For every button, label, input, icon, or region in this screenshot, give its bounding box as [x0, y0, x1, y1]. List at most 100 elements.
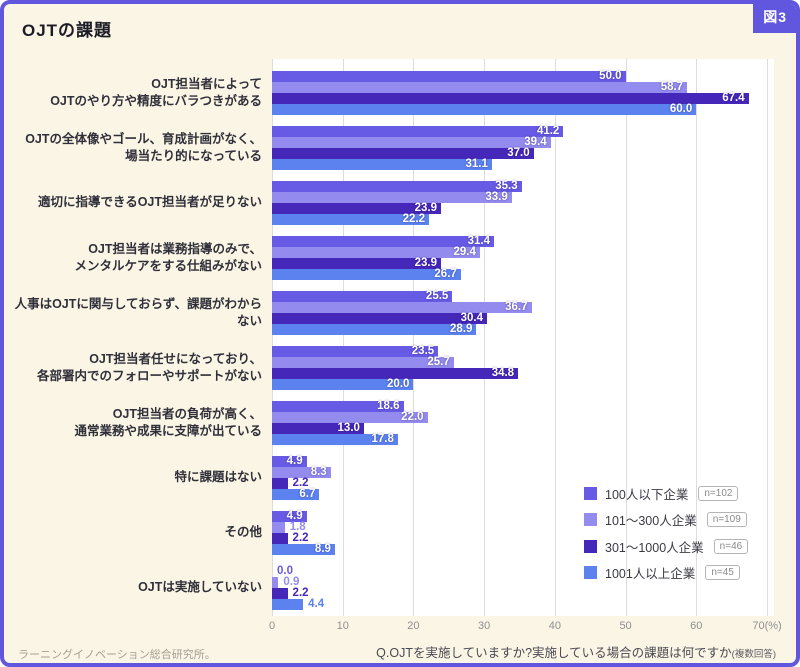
- bar: [272, 148, 534, 159]
- value-label: 8.3: [310, 466, 327, 478]
- legend-n-badge: n=109: [706, 512, 747, 527]
- value-label: 33.9: [485, 191, 508, 203]
- page-title: OJTの課題: [22, 21, 113, 40]
- value-label: 1.8: [289, 521, 306, 533]
- grid-line: [272, 59, 273, 616]
- grid-line: [554, 59, 556, 616]
- bar: [272, 302, 532, 313]
- legend-item: 301〜1000人企業 n=46: [584, 536, 749, 556]
- value-label: 31.4: [467, 235, 491, 247]
- legend-swatch: [584, 566, 597, 579]
- value-label: 23.9: [414, 257, 437, 269]
- legend-swatch: [584, 486, 597, 500]
- bar: [272, 522, 285, 533]
- grid-line: [625, 59, 627, 616]
- value-label: 36.7: [505, 301, 528, 313]
- value-label: 23.9: [414, 202, 437, 214]
- value-label: 8.9: [314, 543, 331, 555]
- value-label: 31.1: [465, 158, 488, 170]
- category-label: その他: [224, 525, 262, 540]
- value-label: 67.4: [722, 92, 745, 104]
- legend-label: 100人以下企業: [605, 487, 689, 502]
- value-label: 0.9: [283, 576, 300, 588]
- legend-item: 1001人以上企業 n=45: [584, 563, 748, 583]
- question-text: Q.OJTを実施していますか?実施している場合の課題は何ですか(複数回答): [376, 642, 776, 661]
- bar: [272, 346, 439, 357]
- value-label: 34.8: [491, 367, 515, 379]
- x-tick-label: 70(%): [752, 620, 782, 632]
- legend: 100人以下企業 n=102 101〜300人企業 n=109 301〜1000人企業 n…: [584, 483, 749, 589]
- bar: [272, 93, 749, 104]
- bar: [272, 247, 480, 258]
- category-label: 特に課題はない: [174, 470, 262, 485]
- x-tick-label: 30: [478, 620, 491, 632]
- x-tick-label: 20: [407, 620, 420, 632]
- value-label: 39.4: [524, 136, 547, 148]
- x-tick-label: 60: [690, 620, 703, 632]
- bar: [272, 324, 477, 335]
- value-label: 41.2: [536, 125, 560, 137]
- value-label: 60.0: [669, 103, 693, 115]
- bar: [272, 467, 331, 478]
- value-label: 4.9: [286, 510, 303, 522]
- value-label: 2.2: [292, 587, 309, 599]
- x-tick-label: 10: [336, 620, 349, 632]
- value-label: 28.9: [449, 323, 473, 335]
- bar: [272, 192, 512, 203]
- bar: [272, 291, 453, 302]
- value-label: 25.5: [425, 290, 449, 302]
- bar: [272, 599, 304, 610]
- value-label: 50.0: [599, 70, 622, 82]
- value-label: 2.2: [292, 532, 309, 544]
- value-label: 35.3: [495, 180, 518, 192]
- bar: [272, 434, 398, 445]
- legend-n-badge: n=45: [705, 565, 740, 580]
- legend-label: 301〜1000人企業: [605, 540, 704, 555]
- bar: [272, 159, 492, 170]
- grid-line: [696, 59, 698, 616]
- legend-n-badge: n=102: [698, 485, 739, 501]
- category-label: OJT担当者は業務指導のみで、 メンタルケアをする仕組みがない: [74, 241, 262, 274]
- category-label: 人事はOJTに関与しておらず、課題がわからない: [14, 296, 262, 329]
- source-text: ラーニングイノベーション総合研究所。: [18, 649, 216, 661]
- bar: [272, 71, 626, 82]
- bar: [272, 588, 288, 599]
- bar: [272, 368, 519, 379]
- bar: [272, 82, 688, 93]
- bar: [272, 577, 279, 588]
- value-label: 18.6: [377, 400, 400, 412]
- value-label: 23.5: [411, 345, 435, 357]
- legend-item: 100人以下企業 n=102: [584, 483, 748, 503]
- value-label: 37.0: [507, 147, 530, 159]
- bar: [272, 379, 414, 390]
- category-label: OJT担当者によって OJTのやり方や精度にバラつきがある: [50, 76, 262, 109]
- bar: [272, 203, 441, 214]
- bar: [272, 137, 551, 148]
- bar: [272, 357, 454, 368]
- value-label: 22.2: [402, 213, 425, 225]
- x-tick-label: 0: [268, 620, 276, 632]
- legend-item: 101〜300人企業 n=109: [584, 510, 748, 530]
- legend-swatch: [584, 539, 597, 553]
- bar: [272, 544, 335, 555]
- value-label: 4.4: [308, 598, 325, 610]
- value-label: 25.7: [427, 356, 450, 368]
- value-label: 26.7: [434, 268, 457, 280]
- value-label: 20.0: [387, 378, 410, 390]
- category-label: 適切に指導できるOJT担当者が足りない: [37, 195, 262, 210]
- question-note: (複数回答): [731, 649, 776, 660]
- bar: [272, 126, 564, 137]
- bar: [272, 214, 429, 225]
- grid-line: [484, 59, 486, 616]
- bar: [272, 269, 461, 280]
- x-tick-label: 50: [619, 620, 632, 632]
- value-label: 30.4: [460, 312, 483, 324]
- legend-n-badge: n=46: [713, 538, 749, 554]
- value-label: 29.4: [453, 246, 476, 258]
- category-label: OJT担当者の負荷が高く、 通常業務や成果に支障が出ている: [74, 406, 262, 439]
- value-label: 6.7: [299, 488, 316, 500]
- bar: [272, 401, 404, 412]
- category-label: OJTの全体像やゴール、育成計画がなく、 場当たり的になっている: [25, 131, 262, 164]
- value-label: 2.2: [292, 477, 309, 489]
